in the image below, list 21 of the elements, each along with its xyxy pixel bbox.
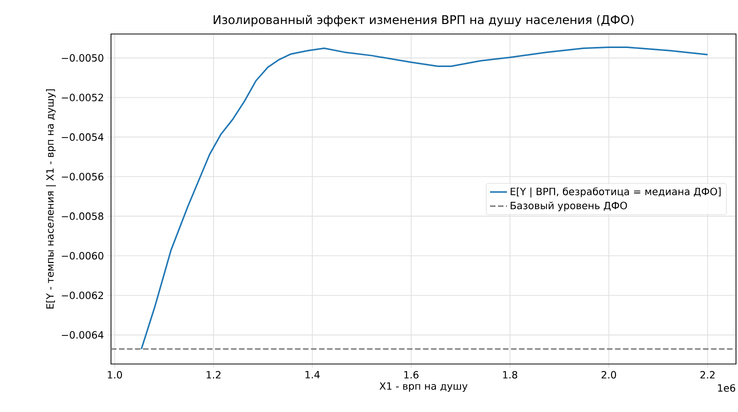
text: 1e6 [718, 384, 736, 392]
y-tick-label: −0.0064 [62, 331, 104, 339]
y-tick-label: −0.0056 [62, 172, 104, 180]
x-tick-label: 1.6 [404, 371, 418, 379]
x-tick-label: 2.0 [602, 371, 616, 379]
chart-title: Изолированный эффект изменения ВРП на душу населения (ДФО) [214, 14, 634, 26]
y-axis-title: E[Y - темпы населения | X1 - врп на душу] [46, 89, 56, 309]
y-tick-label: −0.0054 [62, 133, 104, 141]
y-tick-label: −0.0060 [62, 252, 104, 260]
x-axis-title: X1 - врп на душу [380, 382, 468, 392]
x-tick-label: 1.2 [206, 371, 220, 378]
y-tick-label: −0.0050 [62, 54, 104, 62]
x-tick-label: 1.4 [306, 371, 320, 378]
y-tick-label: −0.0058 [62, 212, 104, 220]
y-tick-label: −0.0052 [62, 94, 103, 102]
legend-label: E[Y | ВРП, безработица = медиана ДФО] [510, 187, 721, 198]
y-tick-label: −0.0062 [62, 292, 103, 300]
legend-label: Базовый уровень ДФО [510, 202, 627, 212]
x-tick-label: 2.2 [700, 371, 715, 378]
x-tick-label: 1.0 [108, 371, 122, 379]
x-tick-label: 1.8 [503, 371, 518, 379]
